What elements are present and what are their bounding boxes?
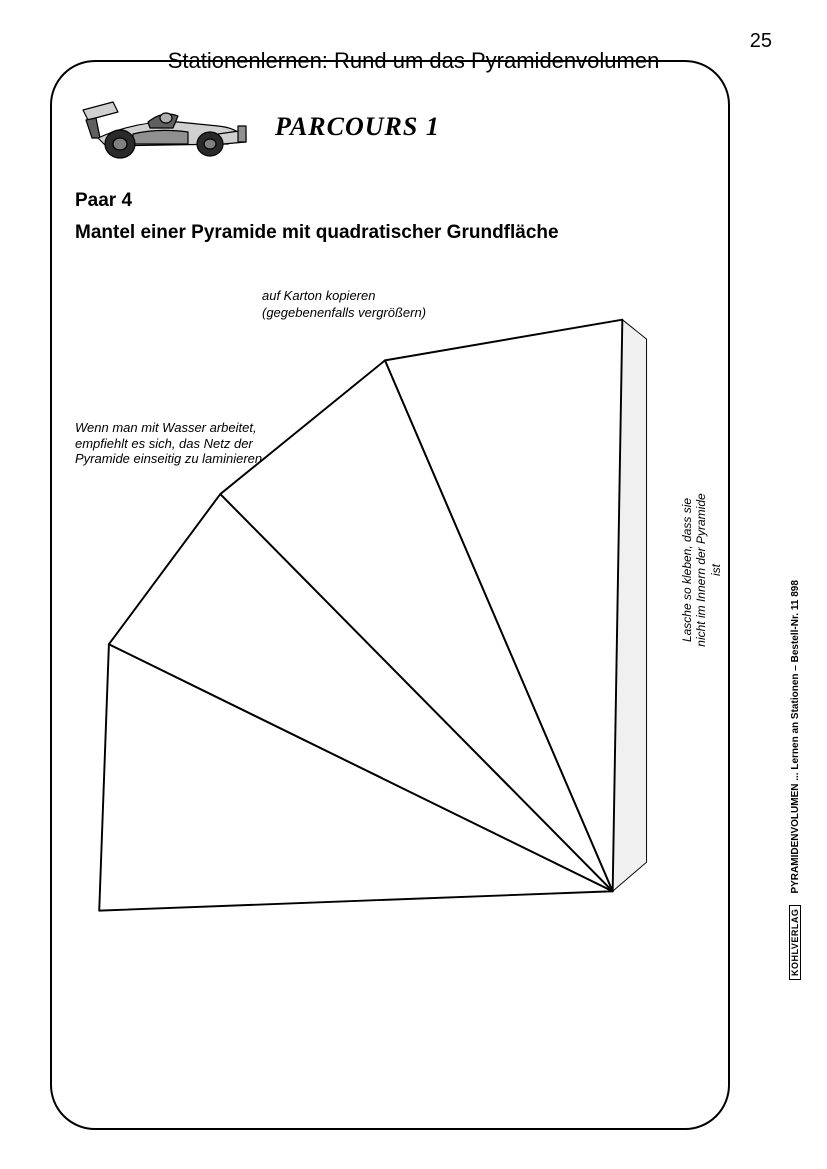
- parcours-title: PARCOURS 1: [275, 112, 440, 142]
- pyramid-net-diagram: [75, 310, 695, 930]
- publisher-box: KOHLVERLAG: [789, 905, 801, 980]
- worksheet-subtitle: Mantel einer Pyramide mit quadratischer …: [75, 222, 559, 244]
- paar-label: Paar 4: [75, 190, 132, 212]
- racecar-icon: [78, 90, 248, 160]
- publisher-sidebar: KOHLVERLAG PYRAMIDENVOLUMEN ... Lernen a…: [790, 580, 801, 980]
- publisher-info: PYRAMIDENVOLUMEN ... Lernen an Stationen…: [790, 580, 801, 893]
- note-top-line1: auf Karton kopieren: [262, 288, 375, 303]
